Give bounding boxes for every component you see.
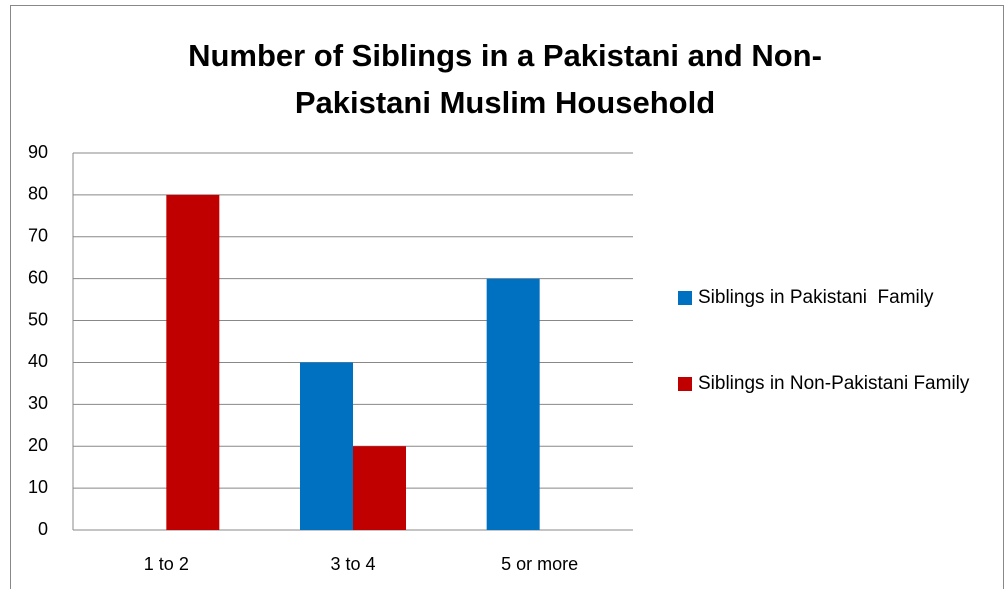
bar: [486, 278, 540, 530]
legend-label: Siblings in Pakistani Family: [698, 287, 934, 308]
legend-swatch: [678, 291, 692, 305]
y-tick-label: 70: [28, 226, 48, 246]
x-tick-label: 5 or more: [501, 554, 578, 574]
bar: [300, 362, 353, 530]
chart-title: Number of Siblings in a Pakistani and No…: [188, 38, 822, 120]
legend-entry: Siblings in Pakistani Family: [678, 284, 978, 311]
x-tick-label: 3 to 4: [330, 554, 375, 574]
bar: [166, 194, 220, 530]
legend-entry: Siblings in Non-Pakistani Family: [678, 370, 978, 397]
y-tick-label: 50: [28, 309, 48, 329]
x-tick-label: 1 to 2: [144, 554, 189, 574]
y-tick-label: 30: [28, 393, 48, 413]
y-tick-label: 60: [28, 267, 48, 287]
legend-swatch: [678, 377, 692, 391]
y-tick-label: 20: [28, 435, 48, 455]
y-tick-label: 0: [38, 519, 48, 539]
chart-border: [10, 5, 1004, 589]
bar: [353, 446, 406, 530]
legend-label: Siblings in Non-Pakistani Family: [698, 373, 970, 394]
y-tick-label: 90: [28, 142, 48, 162]
y-tick-label: 40: [28, 351, 48, 371]
y-tick-label: 80: [28, 184, 48, 204]
y-tick-label: 10: [28, 477, 48, 497]
